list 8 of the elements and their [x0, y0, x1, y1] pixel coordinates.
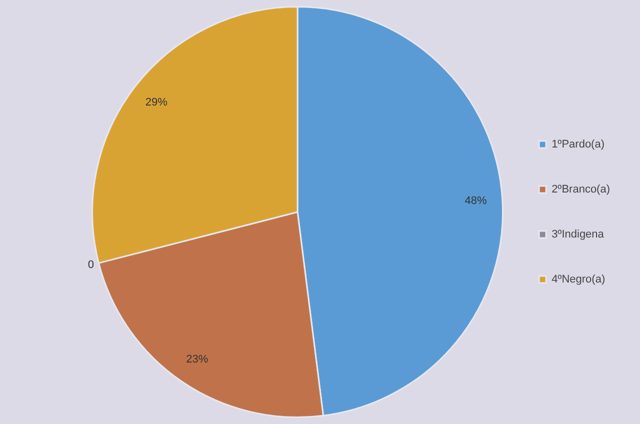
text: 0	[88, 259, 94, 272]
legend-label: 2ºBranco(a)	[552, 184, 610, 196]
legend-label: 3ºIndigena	[552, 228, 605, 241]
legend-label: 4ºNegro(a)	[552, 274, 606, 286]
data-label: 29%	[145, 96, 168, 109]
data-label: 48%	[464, 194, 487, 207]
legend-label: 1ºPardo(a)	[552, 138, 605, 151]
data-label: 23%	[186, 354, 208, 366]
